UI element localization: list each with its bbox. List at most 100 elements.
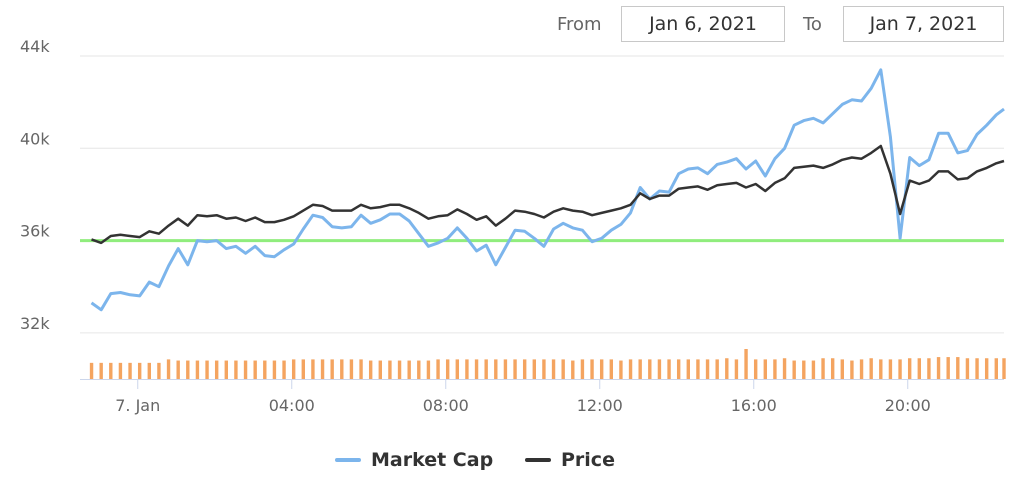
volume-bar — [436, 359, 440, 379]
y-tick-label: 44k — [20, 37, 50, 56]
x-tick-label: 04:00 — [269, 396, 315, 415]
chart-area[interactable]: 32k 36k 40k 44k 7. Jan 04:00 08:00 12:00 16:00 2… — [0, 0, 1024, 440]
legend-label-price: Price — [561, 449, 615, 471]
volume-bar — [1002, 358, 1006, 379]
volume-bar — [282, 360, 286, 379]
volume-bar — [272, 360, 277, 379]
volume-bar — [359, 359, 363, 379]
legend-swatch-price — [525, 458, 551, 462]
series-line-market-cap — [90, 68, 1005, 312]
volume-bar — [195, 360, 200, 379]
volume-bar — [648, 359, 652, 379]
volume-bar — [619, 360, 623, 379]
volume-bar — [542, 359, 546, 379]
volume-bar — [186, 360, 190, 379]
volume-bar — [859, 359, 864, 379]
volume-bar — [388, 360, 392, 379]
to-label: To — [803, 14, 822, 35]
volume-bar — [522, 359, 527, 379]
volume-bar — [946, 357, 950, 379]
volume-bar — [407, 360, 411, 379]
volume-bar — [311, 359, 315, 379]
legend-swatch-market-cap — [335, 458, 361, 462]
volume-bar — [763, 359, 767, 379]
x-tick-label: 7. Jan — [115, 396, 160, 415]
to-date-input[interactable]: Jan 7, 2021 — [843, 6, 1004, 42]
volume-bar — [802, 360, 806, 379]
volume-bar — [532, 359, 536, 379]
volume-bar — [89, 362, 94, 379]
volume-bar — [907, 358, 912, 379]
volume-bar — [782, 358, 787, 379]
volume-bar — [599, 359, 604, 379]
volume-bar — [753, 359, 758, 379]
volume-bar — [715, 359, 719, 379]
volume-bar — [157, 362, 161, 379]
volume-bar — [734, 359, 739, 379]
volume-bar — [368, 360, 373, 379]
volume-bar — [811, 360, 816, 379]
volume-bar — [340, 359, 344, 379]
volume-bar — [888, 359, 893, 379]
volume-bar — [994, 358, 998, 379]
from-label: From — [557, 14, 602, 35]
volume-bar — [349, 359, 354, 379]
volume-bar — [686, 359, 690, 379]
volume-bar — [109, 362, 113, 379]
x-tick-label: 08:00 — [423, 396, 469, 415]
volume-bar — [99, 362, 103, 379]
volume-bar — [984, 358, 989, 379]
volume-bar — [128, 362, 132, 379]
volume-bar — [571, 360, 575, 379]
volume-bar — [205, 360, 209, 379]
volume-bar — [320, 359, 325, 379]
volume-bar — [330, 359, 334, 379]
y-tick-label: 36k — [20, 222, 50, 241]
volume-bar — [445, 359, 450, 379]
volume-bar — [725, 358, 729, 379]
volume-bar — [417, 360, 421, 379]
volume-bar — [917, 358, 921, 379]
series-line-price — [91, 144, 1005, 245]
legend-label-market-cap: Market Cap — [371, 449, 494, 471]
volume-bar — [176, 360, 180, 379]
volume-bar — [975, 358, 979, 379]
volume-bar — [638, 359, 642, 379]
volume-bar — [956, 357, 960, 379]
volume-bar — [551, 359, 556, 379]
volume-bar — [253, 360, 257, 379]
volume-bar — [696, 359, 700, 379]
volume-bar — [609, 359, 613, 379]
volume-bar — [850, 360, 854, 379]
volume-bar — [474, 359, 479, 379]
volume-bar — [214, 360, 219, 379]
x-tick-label: 20:00 — [885, 396, 931, 415]
series-lines — [90, 68, 1005, 312]
x-tick-label: 16:00 — [731, 396, 777, 415]
volume-bar — [484, 359, 488, 379]
volume-bar — [561, 359, 565, 379]
volume-bar — [840, 359, 844, 379]
volume-bar — [166, 359, 171, 379]
legend-item-price[interactable]: Price — [525, 447, 615, 473]
volume-bar — [397, 360, 402, 379]
y-tick-label: 32k — [20, 314, 50, 333]
volume-bar — [147, 362, 151, 379]
volume-bar — [243, 360, 248, 379]
volume-bars — [89, 349, 1006, 379]
volume-bar — [898, 359, 902, 379]
volume-bar — [580, 359, 585, 379]
volume-bar — [879, 359, 883, 379]
volume-bar — [927, 358, 931, 379]
volume-bar — [494, 359, 498, 379]
volume-bar — [821, 358, 825, 379]
volume-bar — [465, 359, 469, 379]
volume-bar — [301, 359, 305, 379]
volume-bar — [426, 360, 431, 379]
volume-bar — [263, 360, 267, 379]
from-date-input[interactable]: Jan 6, 2021 — [621, 6, 785, 42]
volume-bar — [455, 359, 459, 379]
volume-bar — [773, 359, 777, 379]
legend-item-market-cap[interactable]: Market Cap — [335, 447, 493, 473]
volume-bar — [792, 360, 796, 379]
